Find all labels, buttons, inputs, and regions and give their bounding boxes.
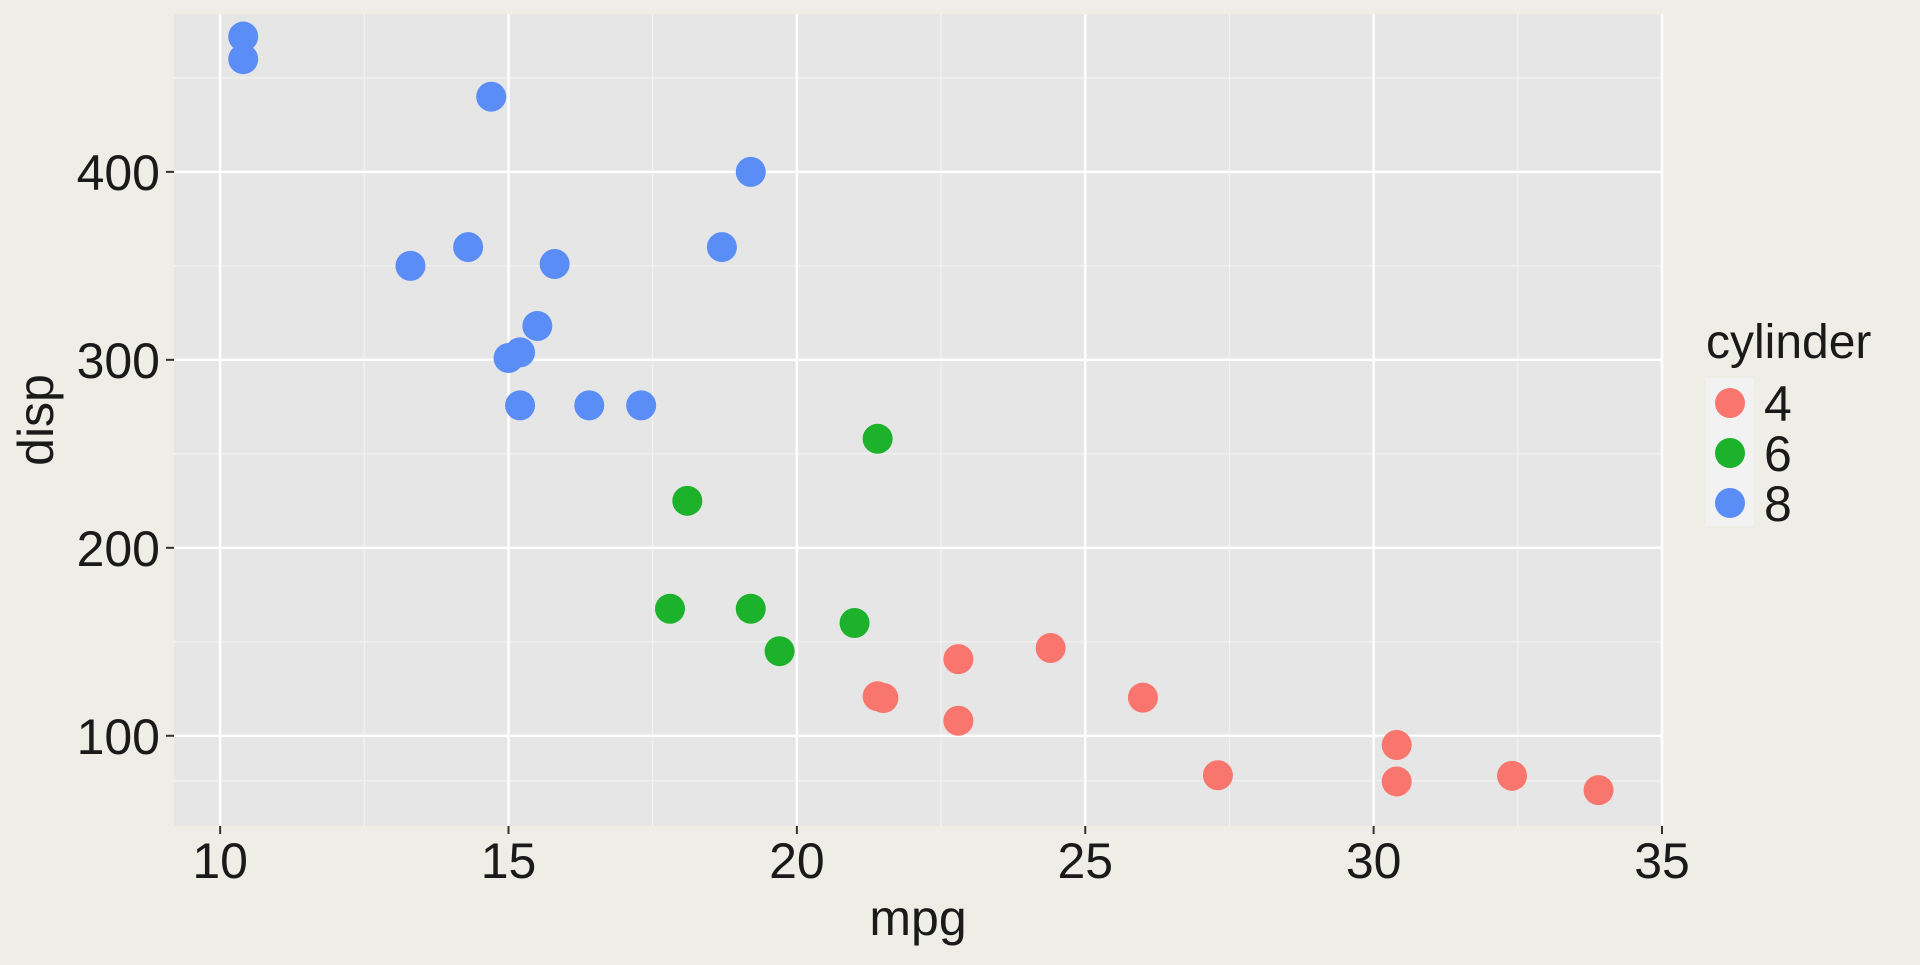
- data-point-cyl-8: [476, 81, 507, 112]
- data-point-cyl-8: [735, 156, 766, 187]
- legend-key-8: [1715, 488, 1745, 518]
- data-point-cyl-8: [522, 311, 553, 342]
- x-tick-label: 25: [1057, 833, 1113, 889]
- data-point-cyl-4: [943, 644, 974, 675]
- y-tick-label: 400: [77, 145, 160, 201]
- data-point-cyl-4: [1127, 682, 1158, 713]
- x-tick-label: 10: [192, 833, 248, 889]
- data-point-cyl-8: [228, 44, 259, 75]
- legend-title: cylinder: [1706, 316, 1871, 369]
- data-point-cyl-8: [228, 21, 259, 52]
- data-point-cyl-6: [862, 423, 893, 454]
- x-axis-title: mpg: [869, 890, 966, 946]
- grid-major: [174, 14, 1664, 826]
- data-point-cyl-8: [493, 342, 524, 373]
- y-tick-label: 300: [77, 333, 160, 389]
- data-point-cyl-4: [1035, 632, 1066, 663]
- y-axis-title: disp: [8, 374, 64, 466]
- x-axis: 10 15 20 25 30 35: [192, 826, 1690, 889]
- data-point-cyl-4: [1381, 729, 1412, 760]
- legend-label-6: 6: [1764, 426, 1792, 482]
- x-tick-label: 30: [1346, 833, 1402, 889]
- data-point-cyl-8: [626, 390, 657, 421]
- legend: cylinder 468: [1706, 316, 1871, 532]
- data-point-cyl-4: [1381, 766, 1412, 797]
- data-point-cyl-6: [655, 593, 685, 624]
- grid-minor: [174, 14, 1662, 826]
- y-tick-label: 200: [77, 521, 160, 577]
- data-points: [228, 21, 1614, 806]
- data-point-cyl-4: [1202, 760, 1233, 791]
- y-tick-label: 100: [77, 709, 160, 765]
- data-point-cyl-8: [574, 390, 605, 421]
- data-point-cyl-4: [943, 705, 974, 736]
- legend-label-8: 8: [1764, 476, 1792, 532]
- legend-key-4: [1715, 388, 1745, 418]
- data-point-cyl-8: [505, 390, 536, 421]
- legend-key-6: [1715, 438, 1745, 468]
- x-tick-label: 15: [481, 833, 537, 889]
- x-tick-label: 35: [1634, 833, 1690, 889]
- data-point-cyl-6: [839, 608, 870, 638]
- data-point-cyl-8: [453, 232, 484, 263]
- panel-background: [174, 14, 1662, 826]
- data-point-cyl-4: [1583, 775, 1614, 806]
- x-tick-label: 20: [769, 833, 825, 889]
- data-point-cyl-6: [764, 636, 795, 667]
- data-point-cyl-8: [395, 250, 426, 281]
- data-point-cyl-6: [672, 485, 703, 516]
- y-axis: 100 200 300 400: [77, 145, 174, 765]
- legend-label-4: 4: [1764, 376, 1792, 432]
- data-point-cyl-6: [735, 593, 766, 624]
- data-point-cyl-4: [862, 681, 893, 712]
- data-point-cyl-8: [539, 248, 570, 279]
- data-point-cyl-4: [1497, 760, 1528, 791]
- data-point-cyl-8: [706, 232, 737, 263]
